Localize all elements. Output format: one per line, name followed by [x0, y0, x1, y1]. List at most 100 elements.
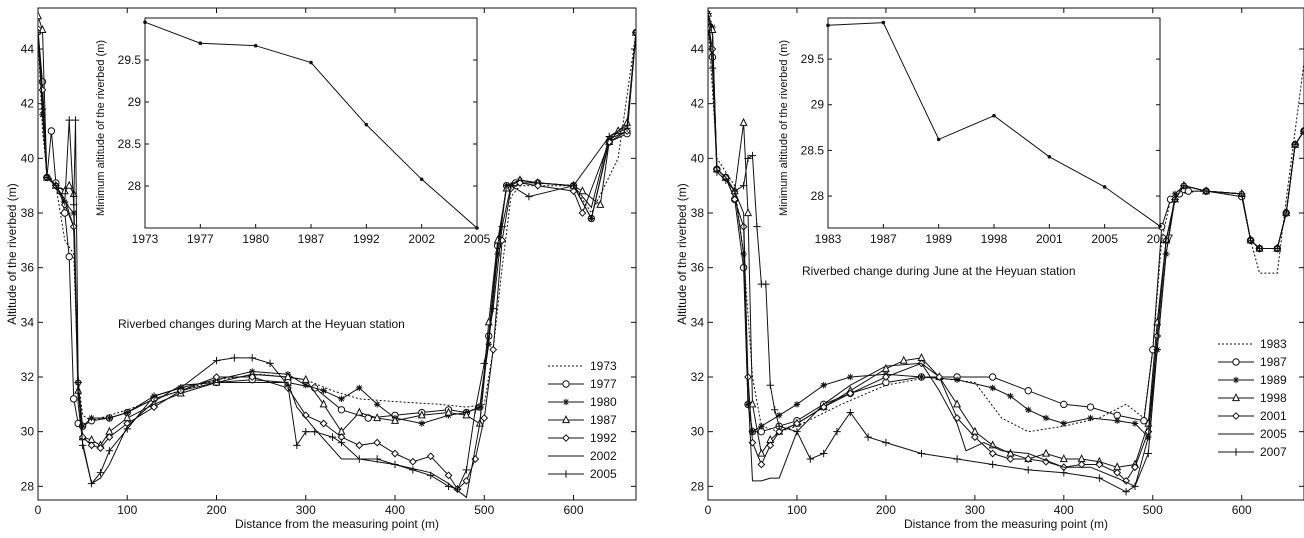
march-point-1992: [373, 438, 382, 447]
june-point-2007: [1255, 244, 1264, 253]
march-legend: 1973 1977 1980 1987 1992 2002 2005: [548, 359, 617, 481]
june-point-2007: [1180, 181, 1188, 190]
june-point-2007: [1095, 474, 1104, 482]
june-point-1998: [1042, 448, 1051, 457]
legend-label: 1980: [590, 395, 617, 409]
june-point-2001: [988, 449, 997, 458]
march-point-2005: [471, 406, 480, 414]
legend-label: 2002: [590, 449, 617, 463]
march-point-2005: [150, 392, 158, 400]
june-point-2007: [713, 168, 721, 176]
june-point-1989: [740, 250, 747, 258]
june-inset-marks: [826, 20, 1162, 228]
march-point-2005: [328, 433, 337, 441]
march-point-2005: [391, 460, 399, 469]
june-point-1989: [775, 412, 783, 419]
march-point-1977: [47, 127, 56, 135]
june-point-1989: [749, 428, 756, 435]
june-series-2007: [708, 9, 1304, 496]
y-tick-label: 32: [21, 370, 35, 384]
march-point-2005: [123, 425, 131, 433]
march-point-2005: [52, 181, 60, 190]
june-point-2001: [953, 414, 961, 422]
y-tick-label: 44: [691, 42, 705, 56]
march-point-1980: [320, 387, 327, 394]
june-point-1998: [953, 399, 962, 408]
march-point-2005: [74, 378, 82, 387]
june-point-1987: [757, 427, 766, 436]
inset-y-tick-label: 29.5: [801, 52, 825, 66]
march-legend-entry: 1977: [548, 377, 617, 391]
march-inset-point: [309, 60, 313, 65]
march-legend-entry: 2002: [548, 449, 617, 463]
june-point-2007: [1273, 244, 1282, 253]
march-point-2005: [507, 181, 515, 190]
march-point-1987: [319, 399, 328, 408]
y-tick-label: 36: [691, 261, 705, 275]
inset-x-tick-label: 1977: [187, 232, 214, 246]
march-legend-entry: 2005: [548, 467, 617, 481]
march-inset-marks: [143, 20, 479, 230]
june-point-2007: [1246, 236, 1255, 245]
june-point-2001: [757, 460, 766, 469]
march-point-1992: [96, 444, 105, 452]
legend-label: 1983: [1260, 337, 1287, 351]
march-series-2002: [38, 29, 636, 499]
june-point-2007: [833, 427, 841, 436]
march-point-2005: [293, 441, 301, 450]
march-point-1980: [356, 384, 363, 392]
march-point-1987: [38, 24, 47, 33]
june-point-1998: [739, 117, 748, 126]
march-series-group: [38, 11, 636, 499]
march-point-1987: [391, 415, 400, 424]
march-point-1987: [444, 407, 453, 416]
june-point-1998: [744, 208, 753, 217]
inset-y-tick-label: 28: [128, 179, 142, 193]
june-point-2007: [793, 427, 801, 436]
june-legend-entry: 2001: [1218, 409, 1287, 423]
inset-y-tick-label: 29.5: [118, 53, 142, 67]
march-point-1992: [355, 441, 364, 450]
march-inset-point: [143, 20, 147, 25]
june-point-2001: [775, 427, 784, 436]
x-tick-label: 600: [564, 503, 584, 517]
june-point-2001: [730, 195, 739, 204]
march-legend-entry: 1973: [548, 359, 617, 373]
march-point-1980: [485, 341, 492, 348]
june-point-2007: [1282, 209, 1290, 217]
y-tick-label: 40: [691, 151, 705, 165]
inset-x-tick-label: 1987: [870, 232, 897, 246]
march-point-1980: [88, 414, 95, 422]
june-point-1987: [988, 373, 997, 381]
march-inset-point: [364, 122, 369, 127]
march-point-1987: [355, 407, 364, 416]
march-ylabel: Altitude of the riverbed (m): [5, 183, 19, 324]
june-xlabel: Distance from the measuring point (m): [904, 517, 1108, 531]
march-legend-entry: 1987: [548, 413, 617, 427]
march-point-2005: [373, 455, 381, 463]
y-tick-label: 36: [21, 261, 35, 275]
x-tick-label: 200: [876, 503, 896, 517]
june-point-1998: [899, 355, 908, 364]
x-tick-label: 0: [35, 503, 42, 517]
june-point-1989: [1087, 414, 1094, 422]
june-point-2001: [1113, 468, 1122, 477]
june-point-1998: [881, 363, 890, 372]
june-point-2007: [1024, 466, 1032, 474]
march-plot-frame: [37, 7, 637, 501]
inset-x-tick-label: 2005: [464, 232, 491, 246]
june-point-2007: [708, 9, 712, 18]
march-point-2005: [427, 471, 435, 480]
legend-label: 2001: [1260, 409, 1287, 423]
june-legend: 1983 1987 1989 1998 2001 2005 2007: [1218, 337, 1287, 459]
june-point-2007: [775, 422, 783, 430]
inset-x-tick-label: 2001: [1036, 232, 1063, 246]
march-point-2005: [337, 438, 346, 447]
march-point-1977: [337, 406, 346, 414]
june-point-2001: [1006, 455, 1015, 463]
x-tick-label: 500: [1143, 503, 1163, 517]
legend-label: 2007: [1260, 445, 1287, 459]
march-point-2005: [623, 124, 631, 132]
march-point-1992: [533, 181, 542, 190]
